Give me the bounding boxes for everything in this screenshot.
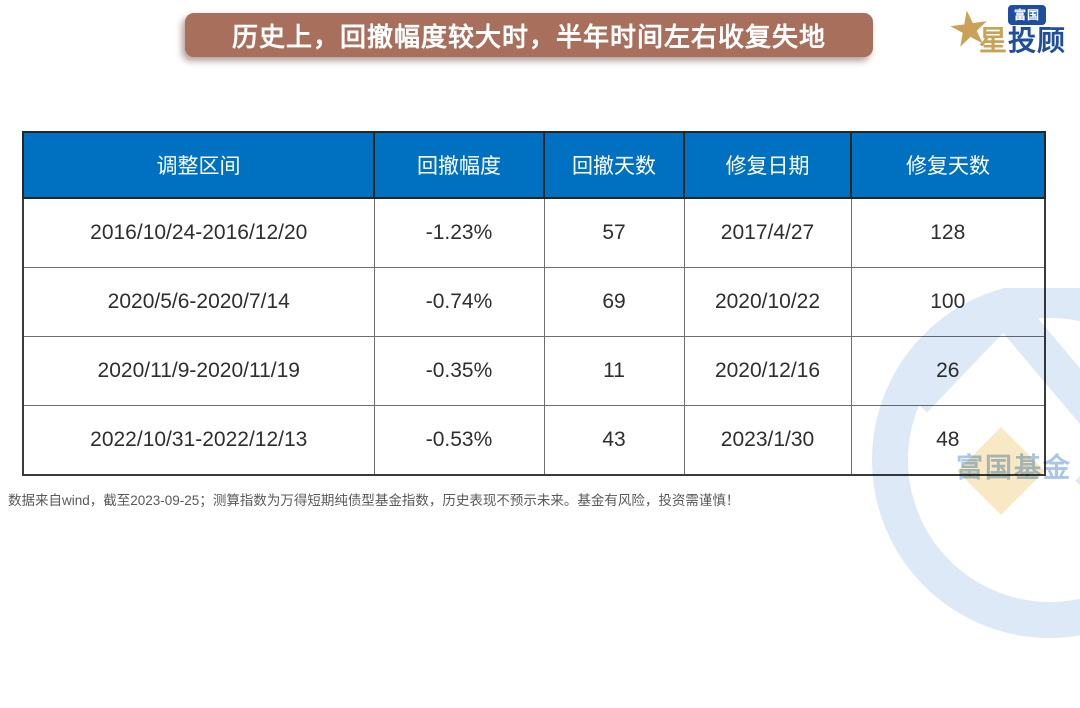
- cell-recovery-date: 2020/12/16: [683, 336, 852, 406]
- cell-drawdown-days: 43: [543, 405, 685, 476]
- cell-drawdown-pct: -0.74%: [373, 267, 545, 337]
- cell-recovery-days: 128: [850, 197, 1046, 268]
- col-header-drawdown-pct: 回撤幅度: [373, 131, 545, 199]
- cell-drawdown-pct: -0.35%: [373, 336, 545, 406]
- cell-adjust-period: 2022/10/31-2022/12/13: [22, 405, 375, 476]
- drawdown-recovery-table: 调整区间 回撤幅度 回撤天数 修复日期 修复天数 2016/10/24-2016…: [22, 131, 1046, 476]
- title-banner: 历史上，回撤幅度较大时，半年时间左右收复失地: [185, 13, 873, 57]
- table-header-row: 调整区间 回撤幅度 回撤天数 修复日期 修复天数: [22, 131, 1046, 199]
- cell-adjust-period: 2020/5/6-2020/7/14: [22, 267, 375, 337]
- cell-drawdown-days: 57: [543, 197, 685, 268]
- cell-recovery-days: 100: [850, 267, 1046, 337]
- cell-drawdown-days: 69: [543, 267, 685, 337]
- table-row: 2016/10/24-2016/12/20 -1.23% 57 2017/4/2…: [22, 197, 1046, 268]
- cell-recovery-date: 2017/4/27: [683, 197, 852, 268]
- logo-star-char: 星: [978, 25, 1007, 56]
- brand-logo: ★ 星 富国 投顾: [944, 0, 1066, 59]
- star-icon: ★: [944, 0, 995, 59]
- cell-recovery-date: 2023/1/30: [683, 405, 852, 476]
- col-header-drawdown-days: 回撤天数: [543, 131, 685, 199]
- cell-recovery-date: 2020/10/22: [683, 267, 852, 337]
- logo-brand-badge: 富国: [1007, 5, 1046, 25]
- table-row: 2022/10/31-2022/12/13 -0.53% 43 2023/1/3…: [22, 405, 1046, 476]
- page-title: 历史上，回撤幅度较大时，半年时间左右收复失地: [231, 21, 826, 52]
- disclaimer-text: 数据来自wind，截至2023-09-25；测算指数为万得短期纯债型基金指数，历…: [8, 493, 740, 508]
- cell-drawdown-days: 11: [543, 336, 685, 406]
- cell-drawdown-pct: -1.23%: [373, 197, 545, 268]
- cell-recovery-days: 26: [850, 336, 1046, 406]
- col-header-adjust-period: 调整区间: [22, 131, 375, 199]
- cell-drawdown-pct: -0.53%: [373, 405, 545, 476]
- table-row: 2020/11/9-2020/11/19 -0.35% 11 2020/12/1…: [22, 336, 1046, 406]
- table-row: 2020/5/6-2020/7/14 -0.74% 69 2020/10/22 …: [22, 267, 1046, 337]
- logo-brand-name: 投顾: [1007, 25, 1066, 56]
- cell-adjust-period: 2016/10/24-2016/12/20: [22, 197, 375, 268]
- logo-text-block: 富国 投顾: [1007, 5, 1066, 56]
- col-header-recovery-date: 修复日期: [683, 131, 852, 199]
- cell-adjust-period: 2020/11/9-2020/11/19: [22, 336, 375, 406]
- col-header-recovery-days: 修复天数: [850, 131, 1046, 199]
- cell-recovery-days: 48: [850, 405, 1046, 476]
